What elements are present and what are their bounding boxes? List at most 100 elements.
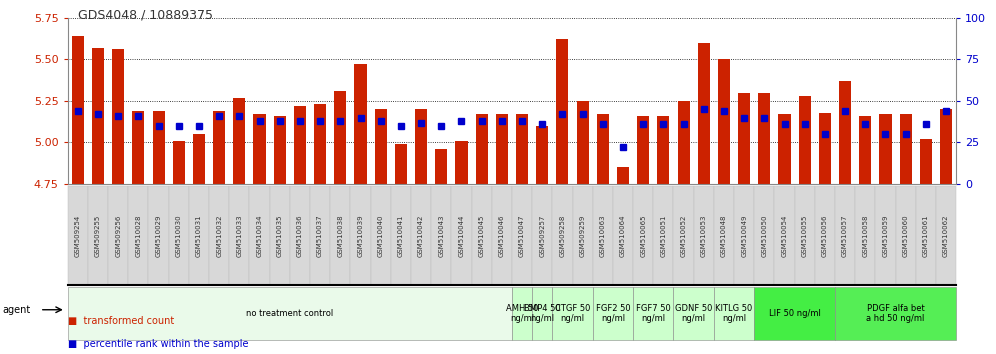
Text: FGF2 50
ng/ml: FGF2 50 ng/ml (596, 304, 630, 323)
Text: GSM510058: GSM510058 (863, 214, 869, 257)
Text: GDNF 50
ng/ml: GDNF 50 ng/ml (675, 304, 712, 323)
Bar (72, 36, 84, 184)
Bar (374, 109, 386, 184)
Bar (577, 101, 589, 184)
Bar (677, 101, 689, 184)
Bar (637, 116, 649, 184)
Bar (860, 116, 872, 184)
Text: GSM509259: GSM509259 (580, 214, 586, 257)
Bar (657, 116, 669, 184)
Text: GDS4048 / 10889375: GDS4048 / 10889375 (78, 9, 213, 22)
Bar (355, 64, 367, 184)
Bar (92, 48, 104, 184)
Text: ■  transformed count: ■ transformed count (68, 316, 174, 326)
Text: LIF 50 ng/ml: LIF 50 ng/ml (769, 309, 821, 318)
Text: GSM510038: GSM510038 (338, 214, 344, 257)
Text: GSM510062: GSM510062 (943, 214, 949, 257)
Text: GSM509257: GSM509257 (539, 214, 545, 257)
Bar (113, 49, 124, 184)
Text: GSM510055: GSM510055 (802, 214, 808, 257)
Bar (193, 134, 205, 184)
Text: GSM510035: GSM510035 (277, 214, 283, 257)
Text: FGF7 50
ng/ml: FGF7 50 ng/ml (635, 304, 670, 323)
Text: GSM510056: GSM510056 (822, 214, 828, 257)
Text: GSM509256: GSM509256 (116, 214, 122, 257)
Text: GSM510044: GSM510044 (458, 214, 464, 257)
Bar (455, 141, 467, 184)
Bar (496, 114, 508, 184)
Text: GSM510034: GSM510034 (257, 214, 263, 257)
Text: GSM510028: GSM510028 (135, 214, 141, 257)
Bar (940, 109, 952, 184)
Text: GSM510064: GSM510064 (620, 214, 626, 257)
Text: GSM510063: GSM510063 (600, 214, 606, 257)
Bar (335, 91, 347, 184)
Text: GSM510047: GSM510047 (519, 214, 525, 257)
Text: GSM510052: GSM510052 (680, 214, 686, 257)
Text: GSM510048: GSM510048 (721, 214, 727, 257)
Text: GSM510042: GSM510042 (418, 214, 424, 257)
Bar (213, 111, 225, 184)
Bar (819, 113, 831, 184)
Bar (879, 114, 891, 184)
Text: GSM510032: GSM510032 (216, 214, 222, 257)
Text: GSM510060: GSM510060 (902, 214, 908, 257)
Text: GSM510041: GSM510041 (397, 214, 404, 257)
Text: GSM510040: GSM510040 (377, 214, 383, 257)
Bar (698, 43, 710, 184)
Text: GSM510036: GSM510036 (297, 214, 303, 257)
Bar (516, 114, 528, 184)
Bar (172, 141, 185, 184)
Bar (799, 96, 811, 184)
Text: KITLG 50
ng/ml: KITLG 50 ng/ml (715, 304, 753, 323)
Text: GSM510043: GSM510043 (438, 214, 444, 257)
Text: GSM510037: GSM510037 (317, 214, 323, 257)
Bar (779, 114, 791, 184)
Text: GSM510050: GSM510050 (761, 214, 767, 257)
Bar (617, 167, 629, 184)
Bar (758, 93, 770, 184)
Text: GSM510030: GSM510030 (175, 214, 182, 257)
Text: GSM509254: GSM509254 (75, 214, 81, 257)
Bar (718, 59, 730, 184)
Bar (415, 109, 427, 184)
Bar (597, 114, 609, 184)
Text: GSM510033: GSM510033 (236, 214, 242, 257)
Text: GSM510029: GSM510029 (155, 214, 161, 257)
Bar (294, 106, 306, 184)
Text: BMP4 50
ng/ml: BMP4 50 ng/ml (524, 304, 561, 323)
Bar (557, 39, 569, 184)
Text: GSM510059: GSM510059 (882, 214, 888, 257)
Bar (314, 104, 326, 184)
Text: PDGF alfa bet
a hd 50 ng/ml: PDGF alfa bet a hd 50 ng/ml (867, 304, 924, 323)
Text: no treatment control: no treatment control (246, 309, 334, 318)
Text: GSM510031: GSM510031 (196, 214, 202, 257)
Text: GSM510057: GSM510057 (842, 214, 849, 257)
Text: GSM509255: GSM509255 (95, 214, 101, 257)
Bar (274, 116, 286, 184)
Bar (132, 111, 144, 184)
Bar (435, 149, 447, 184)
Text: GSM509258: GSM509258 (560, 214, 566, 257)
Text: GSM510053: GSM510053 (701, 214, 707, 257)
Text: agent: agent (2, 305, 30, 315)
Bar (536, 126, 548, 184)
Text: GSM510051: GSM510051 (660, 214, 666, 257)
Bar (738, 93, 750, 184)
Text: CTGF 50
ng/ml: CTGF 50 ng/ml (555, 304, 591, 323)
Bar (394, 144, 407, 184)
Bar (152, 111, 164, 184)
Bar (839, 81, 852, 184)
Text: AMH 50
ng/ml: AMH 50 ng/ml (506, 304, 538, 323)
Text: GSM510039: GSM510039 (358, 214, 364, 257)
Bar (920, 139, 932, 184)
Bar (476, 114, 488, 184)
Text: GSM510054: GSM510054 (782, 214, 788, 257)
Bar (233, 98, 245, 184)
Text: GSM510065: GSM510065 (640, 214, 646, 257)
Text: ■  percentile rank within the sample: ■ percentile rank within the sample (68, 339, 248, 349)
Bar (254, 114, 266, 184)
Text: GSM510061: GSM510061 (923, 214, 929, 257)
Text: GSM510045: GSM510045 (479, 214, 485, 257)
Text: GSM510049: GSM510049 (741, 214, 747, 257)
